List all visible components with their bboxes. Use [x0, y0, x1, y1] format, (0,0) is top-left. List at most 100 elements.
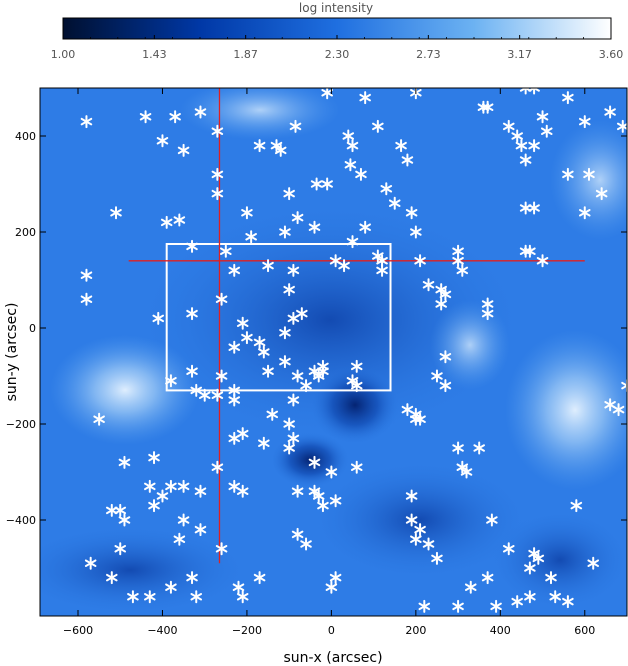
region-bright-left: [50, 335, 200, 445]
data-point: [519, 153, 532, 167]
data-point: [317, 499, 329, 513]
data-point: [173, 213, 186, 227]
region-dark-top: [130, 200, 530, 440]
data-point: [486, 513, 498, 527]
x-tick-label: 600: [574, 624, 595, 637]
data-point: [283, 417, 295, 431]
data-point: [186, 364, 198, 378]
data-point: [156, 134, 169, 148]
data-point: [372, 119, 384, 133]
region-box: [165, 243, 392, 392]
data-point: [346, 235, 359, 249]
data-point: [300, 379, 312, 393]
data-point: [148, 499, 160, 513]
colorbar-tick-label: 1.43: [142, 48, 167, 61]
data-point: [186, 239, 198, 253]
data-point: [346, 139, 359, 153]
data-point: [253, 335, 266, 349]
data-point: [460, 465, 473, 479]
data-point: [114, 542, 127, 556]
data-point: [410, 225, 422, 239]
data-point: [414, 523, 426, 537]
y-tick-label: −400: [6, 514, 36, 527]
data-point: [156, 489, 169, 503]
data-point: [621, 379, 627, 393]
data-point: [291, 484, 304, 498]
data-point: [287, 263, 300, 277]
data-point: [477, 100, 490, 114]
data-point: [258, 436, 270, 450]
data-point: [190, 383, 203, 397]
data-point: [291, 527, 304, 541]
data-point: [177, 143, 190, 157]
data-point: [279, 355, 291, 369]
data-point: [289, 119, 302, 133]
overlay: [128, 88, 585, 564]
x-tick-label: −200: [232, 624, 262, 637]
data-point: [215, 292, 228, 306]
data-point: [604, 105, 616, 119]
data-point: [395, 139, 407, 153]
data-point: [562, 167, 574, 181]
data-point: [228, 263, 241, 277]
data-point: [431, 551, 443, 565]
data-point: [376, 263, 388, 277]
data-point: [346, 374, 359, 388]
data-point: [308, 455, 321, 469]
data-point: [186, 571, 198, 585]
data-point: [481, 100, 494, 114]
solar-image: [40, 88, 627, 616]
data-point: [80, 268, 93, 282]
axes: −600 −400 −200 0 200 400 600 −400 −200 0 200 400: [6, 88, 627, 637]
data-point: [431, 369, 443, 383]
data-point: [540, 124, 553, 138]
data-point: [211, 124, 224, 138]
data-point: [405, 513, 418, 527]
y-axis-label: sun-y (arcsec): [4, 303, 20, 402]
data-point: [515, 139, 528, 153]
region-dark-right: [490, 510, 627, 610]
data-point: [177, 479, 190, 493]
data-point: [300, 537, 312, 551]
data-point: [80, 115, 93, 129]
data-point: [435, 297, 447, 311]
data-point: [283, 283, 295, 297]
data-point: [325, 580, 338, 594]
data-point: [194, 105, 207, 119]
data-point: [524, 590, 536, 604]
data-point: [473, 441, 485, 455]
data-point: [211, 388, 224, 402]
data-point: [344, 158, 357, 172]
data-point: [165, 580, 177, 594]
data-point: [456, 460, 469, 474]
data-point: [528, 547, 540, 561]
data-point: [148, 451, 160, 465]
data-point: [270, 139, 283, 153]
data-point: [359, 220, 371, 234]
region-dark-center: [310, 365, 400, 445]
data-point: [310, 177, 323, 191]
data-point: [380, 182, 393, 196]
data-point: [245, 230, 257, 244]
data-point: [578, 115, 591, 129]
data-point: [215, 542, 228, 556]
x-tick-label: 0: [328, 624, 335, 637]
data-point: [325, 465, 338, 479]
data-point: [435, 283, 447, 297]
data-point: [511, 129, 523, 143]
data-point: [186, 307, 198, 321]
data-point: [279, 225, 291, 239]
data-point: [296, 307, 308, 321]
data-point: [401, 153, 414, 167]
data-point: [283, 441, 295, 455]
data-point: [519, 244, 532, 258]
data-point: [220, 244, 232, 258]
data-point: [545, 571, 557, 585]
data-point: [312, 369, 325, 383]
data-point: [169, 110, 181, 124]
data-point: [536, 110, 549, 124]
data-point: [80, 292, 93, 306]
data-point: [372, 249, 384, 263]
data-point: [587, 556, 600, 570]
